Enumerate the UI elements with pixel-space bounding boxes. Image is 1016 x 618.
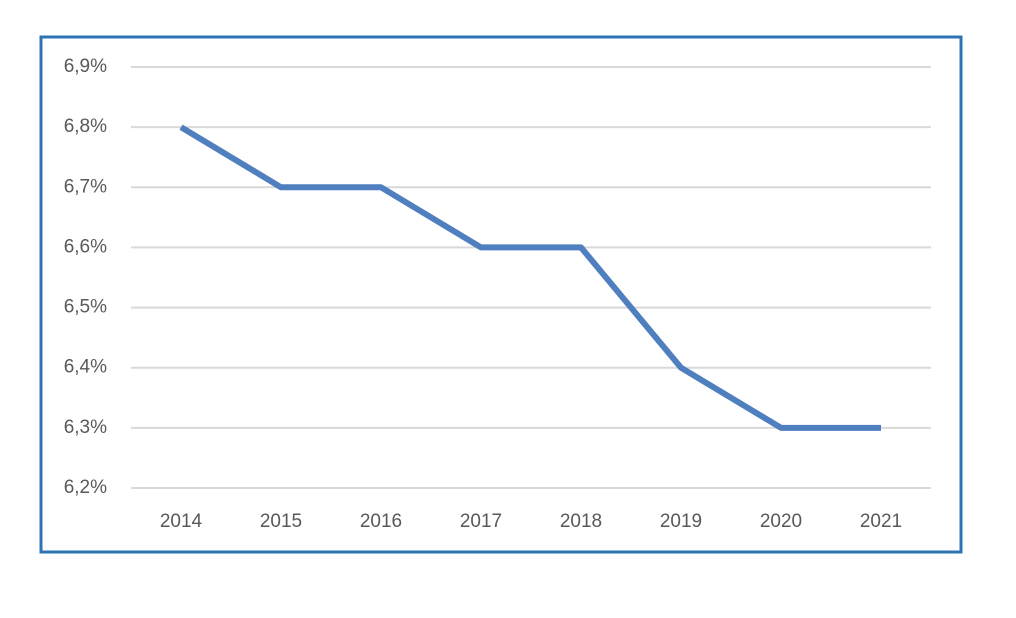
x-tick-label: 2020 xyxy=(760,511,802,532)
y-tick-label: 6,6% xyxy=(64,236,107,257)
chart-frame xyxy=(39,35,963,554)
y-tick-label: 6,3% xyxy=(64,417,107,438)
y-tick-label: 6,5% xyxy=(64,297,107,318)
y-tick-label: 6,7% xyxy=(64,176,107,197)
x-tick-label: 2017 xyxy=(460,511,502,532)
x-tick-label: 2016 xyxy=(360,511,402,532)
x-tick-label: 2014 xyxy=(160,511,203,532)
line-series xyxy=(179,124,881,431)
x-tick-label: 2019 xyxy=(660,511,702,532)
x-tick-label: 2021 xyxy=(860,511,902,532)
x-tick-label: 2015 xyxy=(260,511,302,532)
y-tick-label: 6,2% xyxy=(64,477,107,498)
y-tick-label: 6,4% xyxy=(64,357,107,378)
y-tick-label: 6,9% xyxy=(64,56,107,77)
y-tick-label: 6,8% xyxy=(64,116,107,137)
x-tick-label: 2018 xyxy=(560,511,602,532)
